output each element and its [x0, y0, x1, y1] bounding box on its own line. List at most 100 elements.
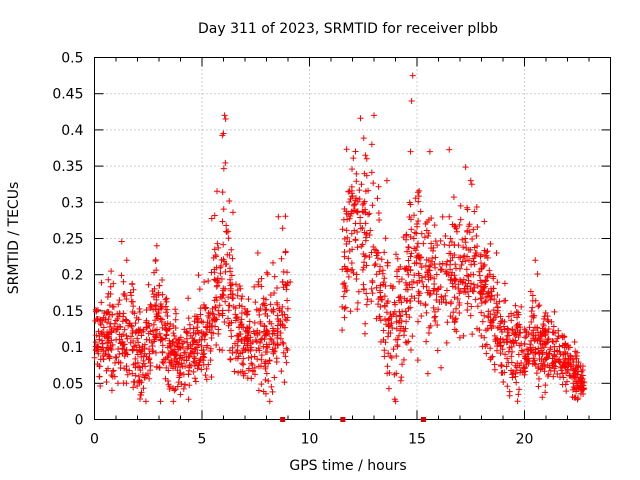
data-point — [128, 298, 135, 305]
data-point — [565, 362, 572, 369]
data-point — [434, 286, 441, 293]
data-point — [191, 318, 198, 325]
data-point — [410, 235, 417, 242]
data-point — [490, 275, 497, 282]
data-point — [220, 130, 227, 137]
data-point — [165, 325, 172, 332]
data-point — [427, 262, 434, 269]
x-axis-label: GPS time / hours — [289, 458, 406, 474]
data-point — [96, 336, 103, 343]
data-point — [105, 352, 112, 359]
data-point — [431, 314, 438, 321]
data-point — [145, 320, 152, 327]
data-point — [437, 283, 444, 290]
data-point — [106, 302, 113, 309]
data-point — [380, 336, 387, 343]
data-point — [492, 336, 499, 343]
data-point — [350, 155, 357, 162]
data-point — [93, 332, 100, 339]
data-point — [221, 319, 228, 326]
data-point — [464, 228, 471, 235]
data-point — [203, 324, 210, 331]
data-point — [163, 298, 170, 305]
data-point — [171, 332, 178, 339]
data-point — [347, 195, 354, 202]
data-point — [247, 347, 254, 354]
data-point — [349, 192, 356, 199]
data-point — [282, 213, 289, 220]
data-point — [426, 291, 433, 298]
data-point — [451, 272, 458, 279]
data-point — [392, 398, 399, 405]
data-point — [110, 367, 117, 374]
data-point — [210, 311, 217, 318]
data-point — [348, 183, 355, 190]
data-point — [263, 269, 270, 276]
data-point — [345, 273, 352, 280]
data-point — [407, 234, 414, 241]
data-point — [270, 349, 277, 356]
data-point — [152, 317, 159, 324]
data-point — [105, 337, 112, 344]
data-point — [426, 148, 433, 155]
data-point — [178, 360, 185, 367]
data-point — [114, 380, 121, 387]
data-point — [172, 361, 179, 368]
data-point — [348, 267, 355, 274]
data-point — [153, 242, 160, 249]
data-point — [269, 325, 276, 332]
data-point — [404, 286, 411, 293]
data-point — [185, 315, 192, 322]
data-point — [354, 229, 361, 236]
data-point — [121, 346, 128, 353]
data-point — [342, 282, 349, 289]
data-point — [220, 241, 227, 248]
data-point — [406, 213, 413, 220]
data-point — [258, 352, 265, 359]
data-point — [346, 215, 353, 222]
data-point — [425, 267, 432, 274]
data-point — [168, 363, 175, 370]
data-point — [448, 238, 455, 245]
data-point — [178, 381, 185, 388]
data-point — [405, 263, 412, 270]
y-tick-label: 0.5 — [61, 51, 83, 67]
data-point — [215, 244, 222, 251]
data-point — [470, 288, 477, 295]
data-point — [373, 315, 380, 322]
data-point — [143, 306, 150, 313]
data-point — [471, 284, 478, 291]
data-point — [488, 319, 495, 326]
data-point — [215, 307, 222, 314]
data-point — [443, 339, 450, 346]
data-point — [509, 326, 516, 333]
data-point — [262, 376, 269, 383]
data-point — [498, 369, 505, 376]
data-point — [217, 264, 224, 271]
data-point — [513, 339, 520, 346]
data-point — [265, 377, 272, 384]
data-point — [551, 351, 558, 358]
data-point — [212, 252, 219, 259]
data-point — [262, 348, 269, 355]
data-point — [508, 359, 515, 366]
data-point — [362, 220, 369, 227]
data-point — [463, 272, 470, 279]
data-point — [108, 268, 115, 275]
data-point — [494, 279, 501, 286]
data-point — [369, 277, 376, 284]
data-point — [272, 345, 279, 352]
data-point — [516, 386, 523, 393]
data-point — [160, 360, 167, 367]
data-point — [264, 271, 271, 278]
data-point — [417, 260, 424, 267]
data-point — [235, 336, 242, 343]
data-point — [425, 257, 432, 264]
data-point — [358, 181, 365, 188]
data-point — [537, 329, 544, 336]
data-point — [457, 288, 464, 295]
data-point — [131, 343, 138, 350]
data-point — [399, 361, 406, 368]
data-point — [421, 234, 428, 241]
data-point — [109, 368, 116, 375]
